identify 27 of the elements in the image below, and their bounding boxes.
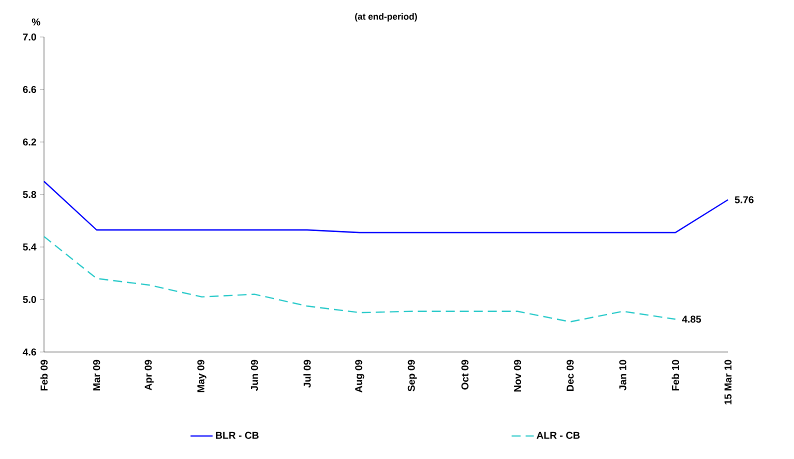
y-tick-label: 6.2 [22, 138, 36, 146]
x-tick-label: Feb 10 [672, 360, 680, 390]
y-tick-label: 6.6 [22, 86, 36, 94]
x-tick-label: Aug 09 [355, 360, 364, 392]
x-tick-label: 15 Mar 10 [724, 360, 732, 404]
chart-subtitle: (at end-period) [355, 13, 417, 22]
x-tick-label: Mar 09 [93, 360, 100, 390]
x-tick-label: Feb 09 [40, 360, 48, 390]
y-tick-label: 5.0 [22, 296, 36, 304]
x-tick-label: Oct 09 [461, 360, 468, 390]
y-axis-title: % [32, 18, 40, 26]
legend-label: ALR - CB [536, 432, 580, 439]
x-tick-label: Jul 09 [303, 360, 311, 388]
data-label: 5.76 [734, 196, 754, 204]
y-tick-label: 7.0 [23, 33, 36, 41]
y-tick-label: 5.8 [22, 190, 36, 198]
x-tick-label: Apr 09 [144, 360, 154, 390]
x-tick-label: Dec 09 [566, 360, 574, 391]
x-tick-label: Nov 09 [514, 360, 522, 392]
x-tick-label: Jan 10 [619, 360, 626, 390]
y-tick-label: 5.4 [22, 244, 36, 250]
x-tick-label: Sep 09 [408, 360, 417, 392]
y-tick-label: 4.6 [22, 348, 36, 356]
data-label: 4.85 [682, 316, 702, 323]
x-tick-label: Jun 09 [250, 360, 258, 391]
x-tick-label: May 09 [197, 360, 206, 392]
legend-label: BLR - CB [216, 432, 259, 439]
